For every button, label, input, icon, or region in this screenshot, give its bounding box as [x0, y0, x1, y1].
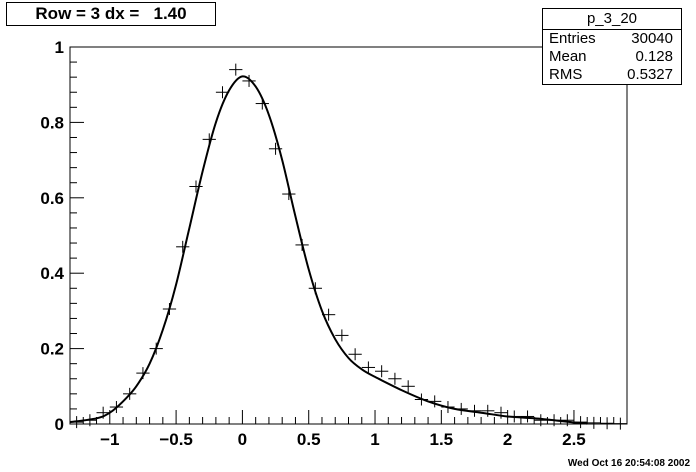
data-point: [348, 348, 362, 361]
data-point: [600, 417, 614, 430]
data-point: [388, 372, 402, 385]
x-tick-label: 0: [238, 430, 247, 449]
x-tick-label: −1: [100, 430, 119, 449]
x-tick-label: 2.5: [562, 430, 586, 449]
data-point: [375, 365, 389, 378]
y-tick-label: 0.2: [40, 340, 64, 359]
data-point: [242, 74, 256, 87]
stats-histogram-name: p_3_20: [543, 9, 681, 30]
stats-box: p_3_20 Entries 30040 Mean 0.128 RMS 0.53…: [542, 8, 682, 85]
data-points: [70, 63, 627, 430]
y-tick-label: 0: [55, 415, 64, 434]
stats-value: 0.5327: [627, 66, 673, 83]
y-tick-label: 0.4: [40, 264, 64, 283]
data-point: [176, 240, 190, 253]
x-tick-label: 1: [370, 430, 379, 449]
data-point: [229, 63, 243, 76]
stats-label: RMS: [549, 66, 583, 83]
plot-title: Row = 3 dx = 1.40: [6, 2, 216, 26]
x-tick-label: −0.5: [159, 430, 193, 449]
x-tick-label: 2: [503, 430, 512, 449]
x-tick-label: 0.5: [297, 430, 321, 449]
stats-value: 30040: [631, 30, 673, 47]
y-axis-ticks: 0 0.2 0.4 0.6 0.8 1: [40, 38, 84, 434]
data-point: [494, 406, 508, 419]
x-tick-label: 1.5: [430, 430, 454, 449]
data-point: [587, 416, 601, 429]
data-point: [335, 329, 349, 342]
stats-label: Entries: [549, 30, 596, 47]
data-point: [481, 404, 495, 417]
timestamp: Wed Oct 16 20:54:08 2002: [567, 458, 690, 469]
data-point: [361, 361, 376, 374]
stats-row-rms: RMS 0.5327: [543, 66, 681, 84]
x-axis-ticks: −1 −0.5 0 0.5 1 1.5 2 2.5: [69, 410, 628, 449]
stats-row-entries: Entries 30040: [543, 30, 681, 48]
stats-label: Mean: [549, 48, 587, 65]
fit-curve: [69, 75, 588, 425]
y-tick-label: 1: [55, 38, 64, 57]
data-point: [401, 380, 415, 393]
data-point: [189, 180, 203, 193]
data-point: [520, 410, 535, 423]
stats-value: 0.128: [635, 48, 673, 65]
y-tick-label: 0.8: [40, 113, 64, 132]
y-tick-label: 0.6: [40, 189, 64, 208]
data-point: [215, 86, 230, 99]
stats-row-mean: Mean 0.128: [543, 48, 681, 66]
plot-frame: [69, 46, 628, 425]
